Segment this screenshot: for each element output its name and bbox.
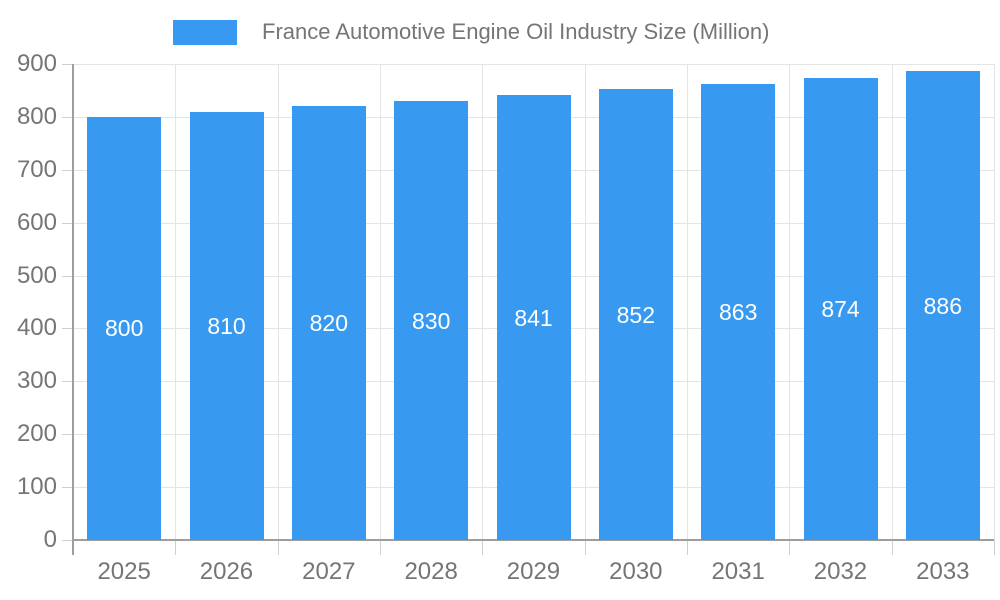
x-axis-label: 2028 — [404, 558, 458, 585]
y-axis-tick — [62, 434, 73, 435]
gridline-vertical — [687, 64, 688, 540]
x-axis-tick — [380, 540, 381, 555]
y-axis-tick — [62, 487, 73, 488]
y-axis-tick — [62, 117, 73, 118]
legend-swatch — [173, 19, 237, 45]
y-axis-label: 600 — [16, 209, 57, 236]
y-axis-label: 500 — [16, 262, 57, 289]
gridline-vertical — [585, 64, 586, 540]
y-axis-label: 300 — [16, 367, 57, 394]
gridline-horizontal — [73, 64, 994, 65]
x-axis-tick — [278, 540, 279, 555]
bar[interactable]: 800 — [87, 116, 162, 540]
bar[interactable]: 886 — [905, 71, 980, 540]
y-axis-label: 400 — [16, 314, 57, 341]
x-axis-label: 2031 — [711, 558, 765, 585]
y-axis-tick — [62, 170, 73, 171]
y-axis-label: 700 — [16, 156, 57, 183]
x-axis-tick — [789, 540, 790, 555]
x-axis-label: 2032 — [813, 558, 868, 585]
y-axis-line — [72, 64, 74, 555]
y-axis-label: 200 — [16, 420, 57, 447]
x-axis-label: 2025 — [97, 558, 151, 585]
x-axis-label: 2030 — [609, 558, 663, 585]
y-axis-tick — [62, 540, 73, 541]
y-axis-tick — [62, 276, 73, 277]
x-axis-tick — [482, 540, 483, 555]
gridline-vertical — [892, 64, 893, 540]
gridline-vertical — [994, 64, 995, 540]
x-axis-label: 2026 — [199, 558, 254, 585]
x-axis-tick — [175, 540, 176, 555]
x-axis-label: 2033 — [916, 558, 970, 585]
bar-value-label: 800 — [105, 315, 144, 342]
y-axis-label: 100 — [16, 473, 57, 500]
y-axis-label: 900 — [16, 50, 57, 77]
bar[interactable]: 820 — [291, 106, 366, 540]
x-axis-line — [72, 539, 994, 541]
bar-value-label: 841 — [514, 304, 553, 331]
bar[interactable]: 852 — [598, 89, 673, 540]
gridline-vertical — [789, 64, 790, 540]
bar-value-label: 874 — [821, 295, 860, 322]
y-axis-tick — [62, 381, 73, 382]
y-axis-tick — [62, 328, 73, 329]
bar[interactable]: 874 — [803, 77, 878, 540]
gridline-vertical — [175, 64, 176, 540]
bar-value-label: 886 — [923, 292, 962, 319]
legend[interactable]: France Automotive Engine Oil Industry Si… — [173, 18, 769, 46]
gridline-vertical — [482, 64, 483, 540]
legend-label: France Automotive Engine Oil Industry Si… — [262, 19, 770, 44]
y-axis-tick — [62, 64, 73, 65]
x-axis-tick — [994, 540, 995, 555]
bar-value-label: 820 — [309, 310, 348, 337]
gridline-vertical — [278, 64, 279, 540]
y-axis-label: 0 — [43, 526, 57, 553]
bar[interactable]: 863 — [701, 83, 776, 540]
bar-value-label: 830 — [412, 307, 451, 334]
x-axis-label: 2029 — [506, 558, 561, 585]
gridline-vertical — [380, 64, 381, 540]
y-axis-tick — [62, 223, 73, 224]
bar-value-label: 810 — [207, 312, 246, 339]
x-axis-tick — [585, 540, 586, 555]
bar[interactable]: 830 — [394, 101, 469, 540]
x-axis-label: 2027 — [302, 558, 356, 585]
y-axis-label: 800 — [16, 103, 57, 130]
bar-value-label: 852 — [616, 301, 655, 328]
bar-value-label: 863 — [719, 298, 758, 325]
x-axis-tick — [687, 540, 688, 555]
bar[interactable]: 841 — [496, 95, 571, 540]
x-axis-tick — [892, 540, 893, 555]
bar[interactable]: 810 — [189, 111, 264, 540]
